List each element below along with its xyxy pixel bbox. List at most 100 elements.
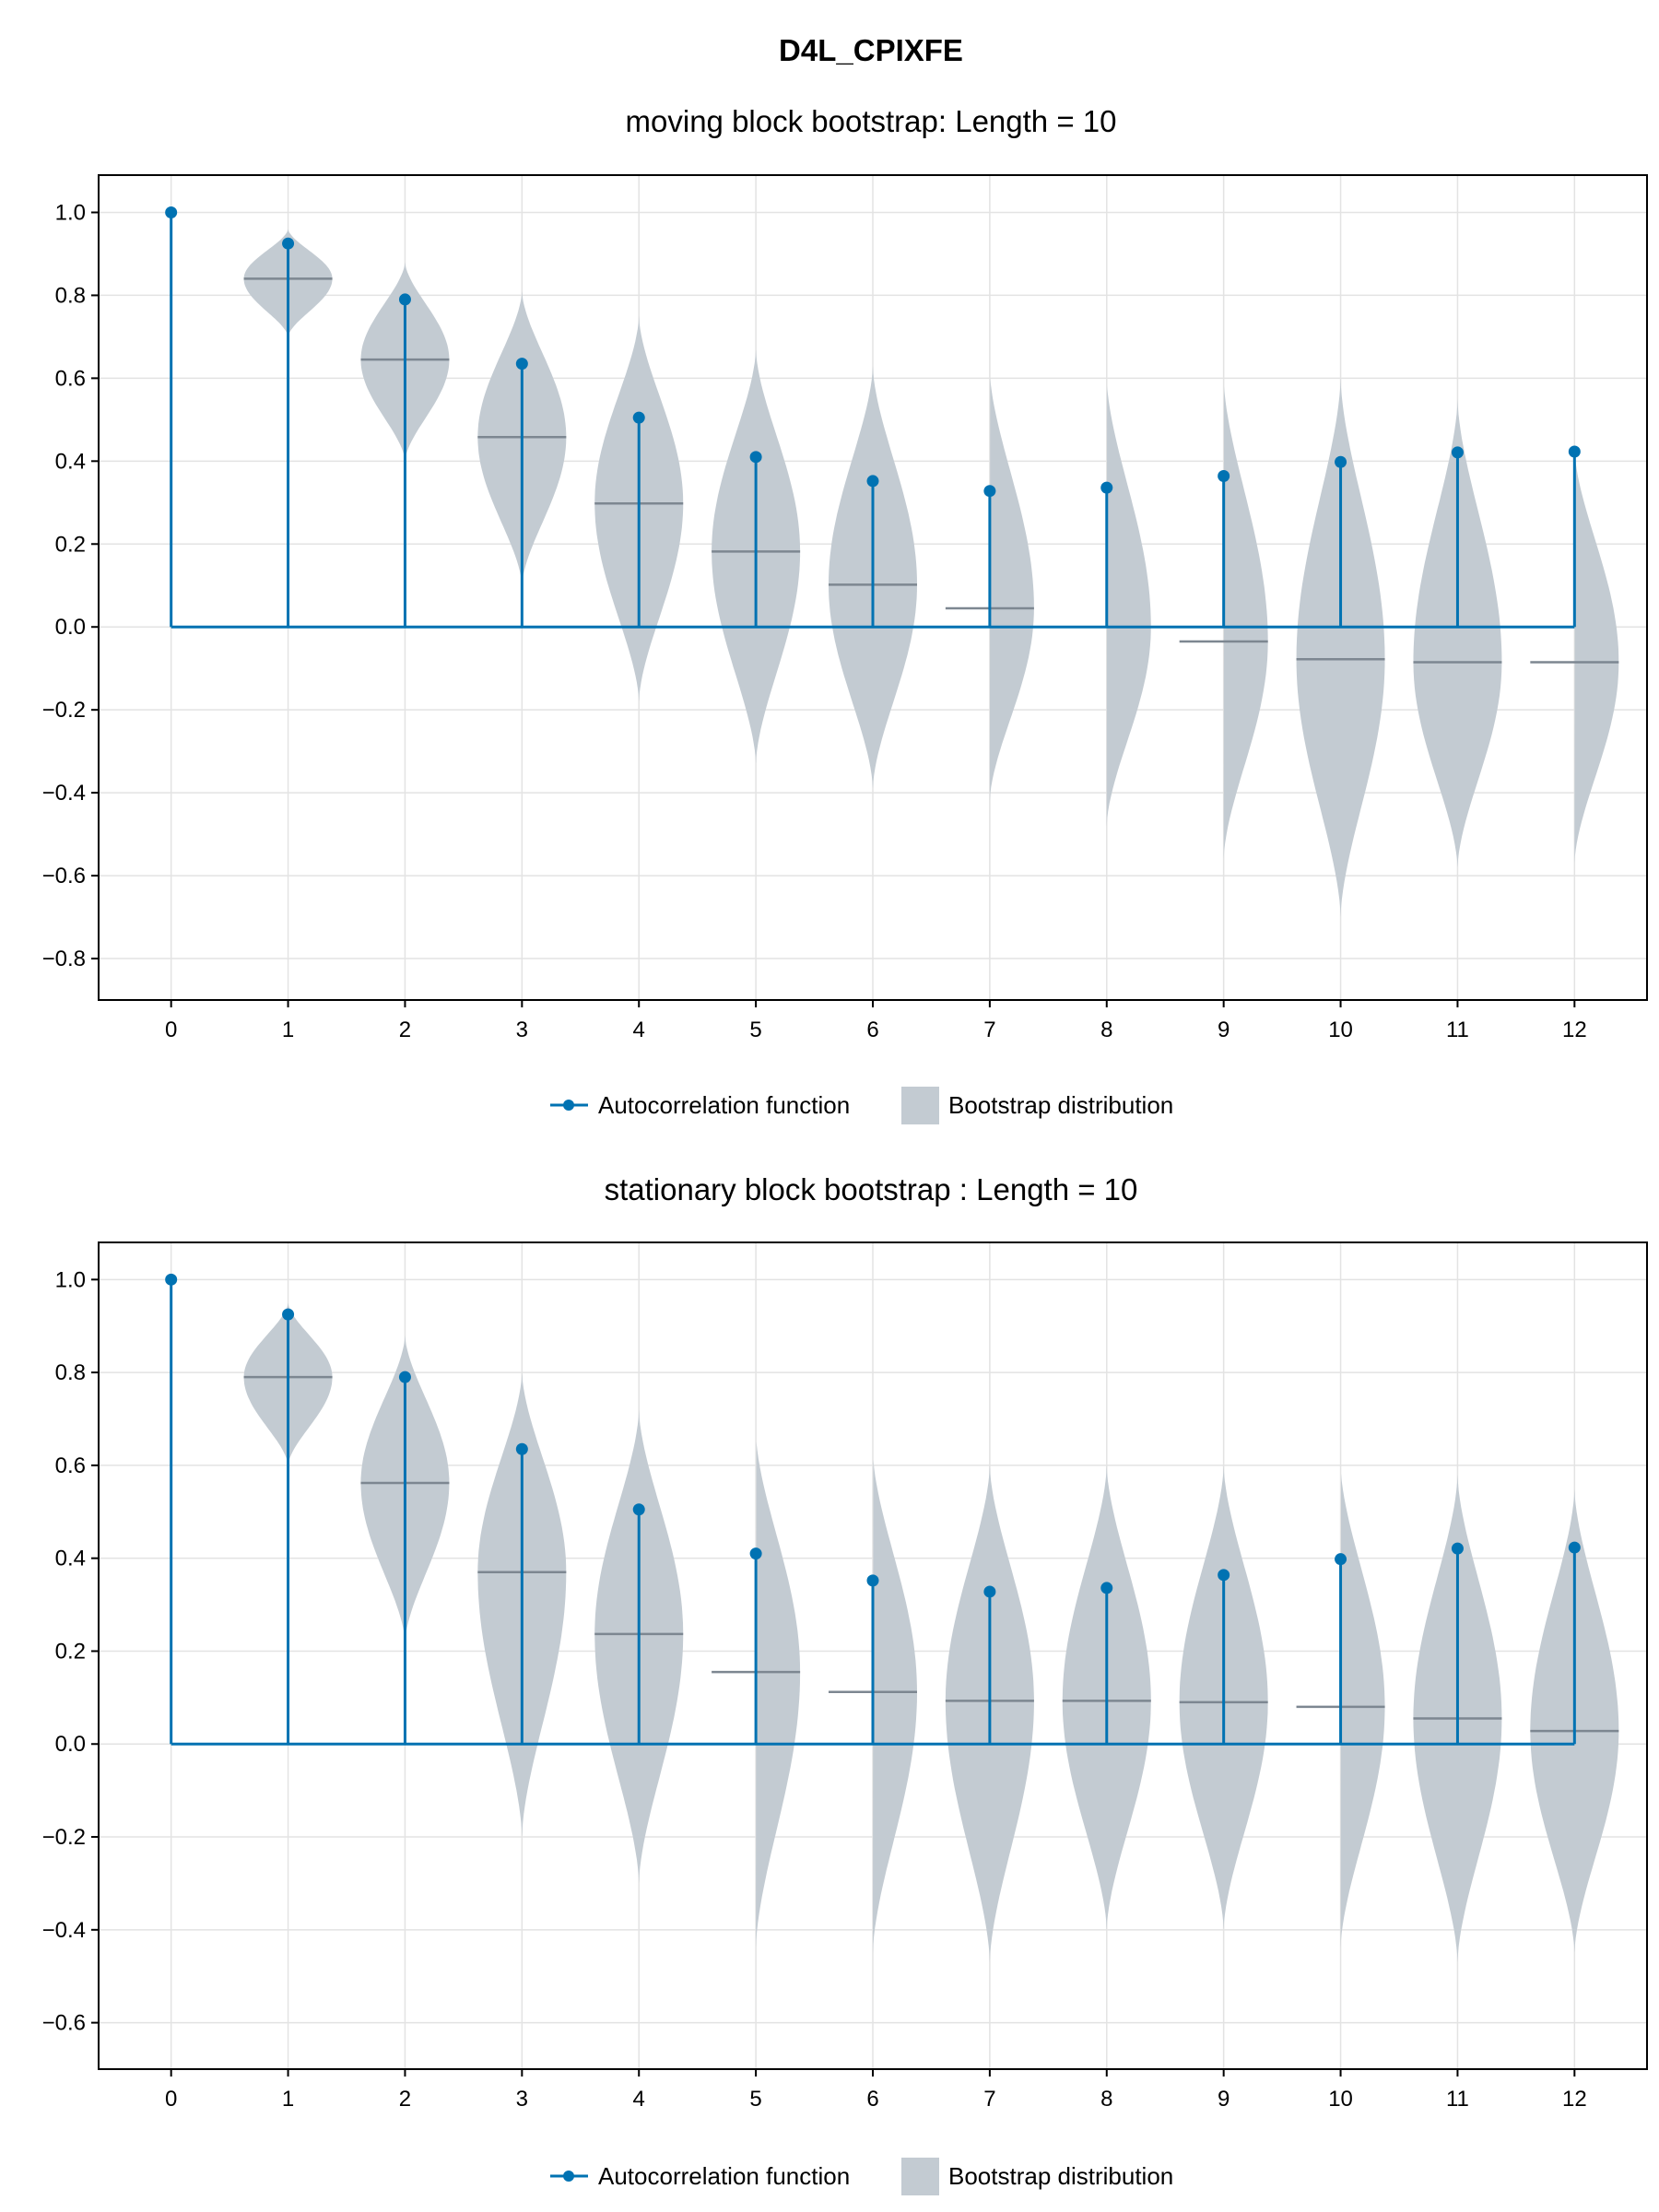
y-tick-label: −0.2 bbox=[42, 1825, 86, 1850]
acf-point bbox=[1100, 1582, 1113, 1594]
acf-point bbox=[749, 1547, 762, 1560]
acf-point bbox=[1218, 1569, 1230, 1582]
y-tick-label: 0.6 bbox=[55, 1453, 86, 1478]
acf-point bbox=[515, 358, 528, 371]
y-tick-label: 0.4 bbox=[55, 1547, 86, 1571]
x-tick-label: 9 bbox=[1218, 2087, 1230, 2112]
y-tick-label: −0.2 bbox=[42, 698, 86, 723]
bootstrap-violin bbox=[1106, 385, 1151, 827]
x-tick-label: 4 bbox=[633, 2087, 645, 2112]
acf-point bbox=[1568, 445, 1581, 458]
acf-point bbox=[165, 206, 178, 218]
panel-stationary-block: stationary block bootstrap : Length = 10… bbox=[42, 1172, 1648, 2195]
y-tick-label: −0.4 bbox=[42, 1918, 86, 1943]
panel-title-stationary-block: stationary block bootstrap : Length = 10 bbox=[605, 1172, 1138, 1206]
x-tick-label: 7 bbox=[983, 1018, 995, 1042]
legend-moving-block: Autocorrelation function Bootstrap distr… bbox=[550, 1087, 1173, 1124]
acf-point bbox=[632, 1503, 645, 1516]
violins-moving-block bbox=[243, 229, 1619, 918]
bootstrap-violin bbox=[1574, 455, 1619, 864]
x-tick-label: 1 bbox=[282, 2087, 294, 2112]
bootstrap-violin bbox=[1340, 1473, 1385, 1948]
x-tick-label: 11 bbox=[1446, 1018, 1469, 1042]
y-tick-label: 0.6 bbox=[55, 366, 86, 391]
x-tick-label: 12 bbox=[1562, 2087, 1587, 2112]
x-tick-label: 3 bbox=[516, 2087, 528, 2112]
y-tick-label: −0.6 bbox=[42, 864, 86, 888]
acf-point bbox=[1451, 446, 1464, 459]
acf-point bbox=[749, 451, 762, 464]
x-tick-label: 9 bbox=[1218, 1018, 1230, 1042]
x-tick-label: 10 bbox=[1328, 1018, 1353, 1042]
x-tick-label: 0 bbox=[165, 1018, 177, 1042]
ticks-moving-block: 0 1 2 3 4 5 6 7 8 9 10 11 121.00.80.60.40.20.0−0.2−0… bbox=[42, 200, 1587, 1042]
acf-point bbox=[282, 237, 295, 250]
legend-bootstrap-label: Bootstrap distribution bbox=[948, 2162, 1173, 2190]
ticks-stationary-block: 0 1 2 3 4 5 6 7 8 9 10 11 121.00.80.60.40.20.0−0.2−0… bbox=[42, 1267, 1587, 2112]
acf-point bbox=[983, 485, 996, 498]
x-tick-label: 8 bbox=[1100, 1018, 1112, 1042]
acf-point bbox=[866, 1574, 879, 1587]
acf-point bbox=[1218, 470, 1230, 483]
x-tick-label: 10 bbox=[1328, 2087, 1353, 2112]
bootstrap-violin bbox=[873, 1459, 917, 1953]
acf-point bbox=[398, 293, 411, 306]
legend-stationary-block: Autocorrelation function Bootstrap distr… bbox=[550, 2158, 1173, 2195]
acf-stems-stationary-block bbox=[165, 1273, 1581, 1746]
y-tick-label: 1.0 bbox=[55, 200, 86, 225]
acf-point bbox=[1335, 1553, 1347, 1566]
y-tick-label: −0.8 bbox=[42, 947, 86, 971]
y-tick-label: 0.2 bbox=[55, 532, 86, 557]
violins-stationary-block bbox=[243, 1302, 1619, 1963]
x-tick-label: 7 bbox=[983, 2087, 995, 2112]
y-tick-label: 0.0 bbox=[55, 1732, 86, 1757]
x-tick-label: 6 bbox=[866, 2087, 878, 2112]
legend-acf-marker-icon bbox=[563, 2171, 574, 2182]
x-tick-label: 6 bbox=[866, 1018, 878, 1042]
legend-bootstrap-label: Bootstrap distribution bbox=[948, 1091, 1173, 1119]
y-tick-label: 1.0 bbox=[55, 1267, 86, 1292]
panel-title-moving-block: moving block bootstrap: Length = 10 bbox=[626, 104, 1117, 138]
x-tick-label: 4 bbox=[633, 1018, 645, 1042]
bootstrap-violin bbox=[1223, 386, 1268, 860]
x-tick-label: 2 bbox=[399, 2087, 411, 2112]
figure-suptitle: D4L_CPIXFE bbox=[779, 33, 963, 67]
bootstrap-violin bbox=[1296, 378, 1385, 918]
legend-acf-label: Autocorrelation function bbox=[598, 1091, 850, 1119]
acf-point bbox=[398, 1371, 411, 1383]
x-tick-label: 12 bbox=[1562, 1018, 1587, 1042]
y-tick-label: 0.0 bbox=[55, 615, 86, 640]
y-tick-label: −0.6 bbox=[42, 2011, 86, 2036]
acf-point bbox=[1451, 1542, 1464, 1555]
legend-bootstrap-swatch-icon bbox=[901, 2158, 939, 2195]
acf-point bbox=[983, 1585, 996, 1598]
acf-point bbox=[165, 1273, 178, 1286]
acf-point bbox=[1335, 455, 1347, 468]
acf-point bbox=[282, 1308, 295, 1321]
x-tick-label: 11 bbox=[1446, 2087, 1469, 2112]
y-tick-label: −0.4 bbox=[42, 781, 86, 806]
y-tick-label: 0.8 bbox=[55, 283, 86, 308]
bootstrap-violin bbox=[989, 377, 1034, 802]
y-tick-label: 0.2 bbox=[55, 1639, 86, 1664]
y-tick-label: 0.4 bbox=[55, 449, 86, 474]
acf-point bbox=[1100, 481, 1113, 494]
legend-acf-marker-icon bbox=[563, 1100, 574, 1111]
x-tick-label: 2 bbox=[399, 1018, 411, 1042]
x-tick-label: 5 bbox=[749, 2087, 761, 2112]
x-tick-label: 1 bbox=[282, 1018, 294, 1042]
x-tick-label: 3 bbox=[516, 1018, 528, 1042]
acf-point bbox=[515, 1442, 528, 1455]
bootstrap-violin bbox=[1413, 398, 1502, 868]
legend-bootstrap-swatch-icon bbox=[901, 1087, 939, 1124]
y-tick-label: 0.8 bbox=[55, 1360, 86, 1385]
acf-point bbox=[866, 475, 879, 488]
bootstrap-violin bbox=[756, 1441, 801, 1948]
x-tick-label: 5 bbox=[749, 1018, 761, 1042]
x-tick-label: 0 bbox=[165, 2087, 177, 2112]
acf-point bbox=[1568, 1541, 1581, 1554]
x-tick-label: 8 bbox=[1100, 2087, 1112, 2112]
legend-acf-label: Autocorrelation function bbox=[598, 2162, 850, 2190]
